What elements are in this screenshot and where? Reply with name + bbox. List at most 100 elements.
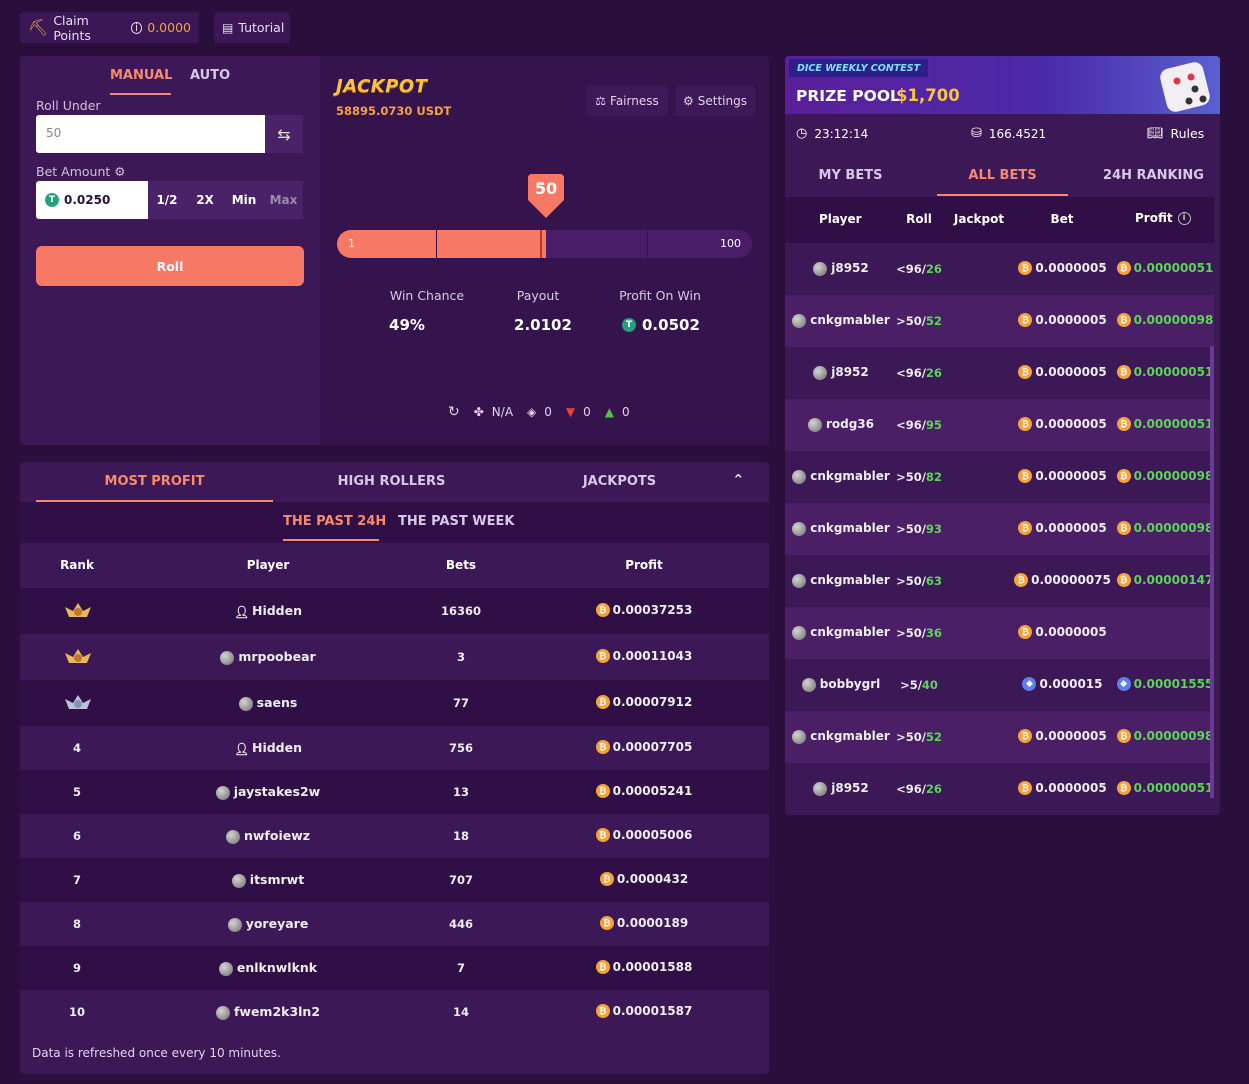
bets-scrollbar[interactable] [1210,346,1214,798]
swap-icon[interactable]: ⇆ [265,115,303,153]
btc-icon: ₿ [1116,469,1131,483]
bet-player-name: cnkgmabler [810,729,890,743]
rules-button[interactable]: 📖︎ Rules [1147,126,1204,141]
profit-value: 0.0000189 [616,916,689,930]
bet-profit: ₿ 0.00000098 [1115,729,1214,743]
min-button[interactable]: Min [231,193,257,207]
bet-player[interactable]: rodg36 [785,417,897,432]
bet-amount: ₿ 0.0000005 [1000,313,1125,327]
bet-player[interactable]: bobbygrl [785,677,897,692]
bet-player[interactable]: cnkgmabler [785,313,897,328]
bets-tabbar: MY BETS ALL BETS 24H RANKING [785,157,1220,197]
bet-profit: ₿ 0.00000051 [1115,417,1214,431]
half-button[interactable]: 1/2 [156,193,178,207]
profit-value: 0.00037253 [612,603,693,617]
double-button[interactable]: 2X [196,193,214,207]
period-past-24h[interactable]: THE PAST 24H [283,514,387,529]
tab-auto[interactable]: AUTO [190,68,231,83]
tab-jackpots[interactable]: JACKPOTS [582,474,657,489]
bets-cell: 707 [448,873,473,887]
rules-label: Rules [1170,126,1205,141]
player-cell[interactable]: saens [168,695,368,711]
bet-player[interactable]: cnkgmabler [785,469,897,484]
tab-24h-ranking[interactable]: 24H RANKING [1103,168,1204,183]
profit-value: 0.00007705 [612,740,693,754]
profit-info-icon[interactable]: i [1177,211,1191,225]
btc-icon: ₿ [1116,365,1131,379]
player-cell[interactable]: nwfoiewz [168,828,368,844]
bet-amount-value: 0.00000075 [1031,573,1111,587]
bet-roll: >50/52 [893,730,945,744]
tab-manual[interactable]: MANUAL [110,68,173,83]
bet-player[interactable]: j8952 [785,261,897,276]
bet-roll: >50/63 [893,574,945,588]
avatar [813,781,828,796]
max-button[interactable]: Max [269,193,298,207]
usdt-coin-icon: T [622,318,636,332]
avatar [807,417,822,432]
bet-profit: ₿ 0.00000098 [1115,313,1214,327]
avatar [813,261,828,276]
player-cell[interactable]: 👤︎ Hidden [168,603,368,619]
bet-player[interactable]: cnkgmabler [785,573,897,588]
player-cell[interactable]: fwem2k3ln2 [168,1004,368,1020]
player-cell[interactable]: yoreyare [168,916,368,932]
btc-icon: ₿ [1018,781,1033,795]
fairness-button[interactable]: ⚖ Fairness [586,85,668,116]
tab-all-bets[interactable]: ALL BETS [968,168,1037,183]
player-cell[interactable]: itsmrwt [168,872,368,888]
gear-icon[interactable]: ⚙ [114,164,126,179]
bet-player[interactable]: cnkgmabler [785,729,897,744]
bet-player[interactable]: j8952 [785,365,897,380]
scale-icon: ⚖ [595,93,607,108]
roll-slider[interactable]: 1 100 [337,230,752,258]
player-cell[interactable]: mrpoobear [168,649,368,665]
bet-amount-input[interactable]: T 0.0250 [36,181,148,219]
profit-cell: ₿ 0.00011043 [544,649,744,663]
roll-button[interactable]: Roll [36,246,304,286]
tab-high-rollers[interactable]: HIGH ROLLERS [337,474,446,489]
collapse-chevron-icon[interactable]: ⌃ [732,471,745,489]
bet-player[interactable]: j8952 [785,781,897,796]
tab-my-bets[interactable]: MY BETS [818,168,883,183]
bet-player[interactable]: cnkgmabler [785,521,897,536]
player-cell[interactable]: enlknwlknk [168,960,368,976]
claim-points-button[interactable]: ⛏ Claim Points i 0.0000 [20,12,199,43]
avatar [218,961,233,976]
bet-profit-value: 0.00001555 [1133,677,1214,691]
bet-row: rodg36 <96/95 ₿ 0.0000005 ₿ 0.00000051 [785,399,1214,451]
pool-value: 166.4521 [988,126,1047,141]
btc-icon: ₿ [595,603,610,617]
bets-header-player: Player [819,212,862,226]
profit-value: 0.00007912 [612,695,693,709]
btc-icon: ₿ [595,649,610,663]
btc-icon: ₿ [595,1004,610,1018]
refresh-icon[interactable]: ↻ [448,404,460,420]
dice-icon [1160,62,1210,112]
avatar [792,313,807,328]
bet-player[interactable]: cnkgmabler [785,625,897,640]
tutorial-button[interactable]: ▤ Tutorial [214,12,290,43]
btc-icon: ₿ [1116,261,1131,275]
cube-icon: ◈ [527,405,537,419]
avatar [792,625,807,640]
tab-most-profit[interactable]: MOST PROFIT [104,474,205,489]
player-cell[interactable]: jaystakes2w [168,784,368,800]
up-arrow-icon: ▲ [604,405,615,419]
bets-cell: 7 [456,961,465,975]
player-cell[interactable]: 👤︎ Hidden [168,740,368,756]
profit-value: 0.0000432 [616,872,689,886]
rank-cell: 5 [72,785,81,799]
rank-medal-icon [63,693,93,713]
player-name: yoreyare [245,916,309,931]
bet-amount-label: Bet Amount ⚙ [36,164,126,179]
win-chance-label: Win Chance [389,288,465,303]
profit-value: 0.00001587 [612,1004,693,1018]
roll-value-marker[interactable]: 50 [525,174,567,220]
slider-tick-50 [540,230,542,258]
btc-icon: ₿ [595,740,610,754]
period-past-week[interactable]: THE PAST WEEK [398,514,515,529]
bet-player-name: cnkgmabler [810,625,890,639]
settings-button[interactable]: ⚙ Settings [675,85,755,116]
roll-under-input[interactable]: 50 [36,115,265,153]
